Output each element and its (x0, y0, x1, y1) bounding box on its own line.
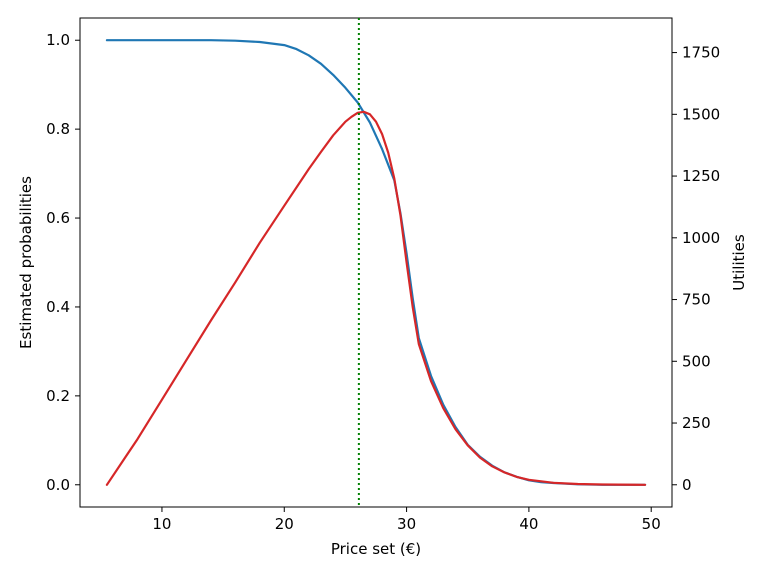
y-right-tick-label: 500 (682, 352, 711, 370)
y-left-tick-label: 0.8 (46, 120, 70, 138)
y-right-tick-label: 750 (682, 291, 711, 309)
y-left-tick-label: 0.6 (46, 209, 70, 227)
x-tick-label: 10 (152, 515, 171, 533)
plot-frame (79, 17, 673, 508)
y-axis-right: 0 250 500 750 1000 1250 1500 1750 (672, 44, 720, 494)
y-right-tick-label: 1000 (682, 229, 720, 247)
x-axis-label: Price set (€) (331, 540, 421, 558)
y-right-tick-label: 250 (682, 414, 711, 432)
plot-area (79, 17, 673, 508)
y-right-tick-label: 1750 (682, 44, 720, 62)
y-axis-left: 0.0 0.2 0.4 0.6 0.8 1.0 (46, 31, 80, 494)
probability-series-line (105, 39, 647, 486)
x-tick-label: 40 (519, 515, 538, 533)
y-left-tick-label: 0.4 (46, 298, 70, 316)
y-left-tick-label: 0.0 (46, 476, 70, 494)
y-right-tick-label: 1250 (682, 167, 720, 185)
y-right-tick-label: 0 (682, 476, 692, 494)
y-right-tick-label: 1500 (682, 105, 720, 123)
y-axis-right-label: Utilities (730, 234, 748, 291)
x-axis: 10 20 30 40 50 (152, 507, 661, 533)
y-left-tick-label: 0.2 (46, 387, 70, 405)
x-tick-label: 20 (275, 515, 294, 533)
x-tick-label: 50 (642, 515, 661, 533)
x-tick-label: 30 (397, 515, 416, 533)
utilities-series-line (105, 110, 647, 486)
y-left-tick-label: 1.0 (46, 31, 70, 49)
y-axis-left-label: Estimated probabilities (17, 176, 35, 349)
